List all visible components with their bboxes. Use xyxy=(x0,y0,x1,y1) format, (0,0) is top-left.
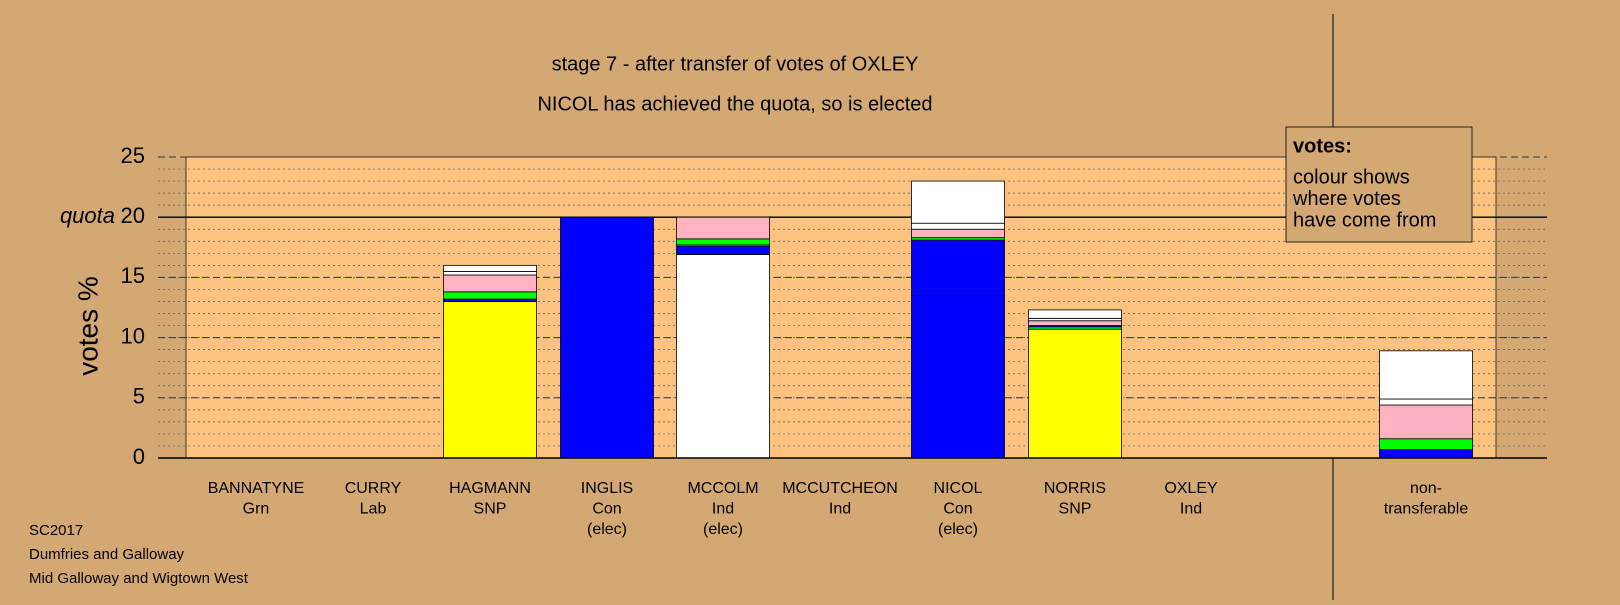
chart-subtitle: NICOL has achieved the quota, so is elec… xyxy=(537,93,932,115)
chart-title: stage 7 - after transfer of votes of OXL… xyxy=(552,53,919,75)
bar-segment xyxy=(911,239,1005,296)
bar-segment xyxy=(911,222,1005,230)
x-tick-label: Ind xyxy=(829,501,851,518)
bar-segment xyxy=(1379,404,1473,440)
x-tick-label: transferable xyxy=(1384,501,1469,518)
bar-segment xyxy=(676,245,770,255)
quota-label: quota xyxy=(60,203,115,228)
y-tick-label: 15 xyxy=(121,263,145,288)
x-tick-label: CURRY xyxy=(345,480,402,497)
x-tick-label: MCCOLM xyxy=(687,480,758,497)
x-tick-label: Ind xyxy=(712,501,734,518)
x-tick-label: MCCUTCHEON xyxy=(782,480,898,497)
legend-text: have come from xyxy=(1293,209,1436,231)
x-tick-label: Grn xyxy=(243,501,270,518)
y-tick-label: 10 xyxy=(121,323,145,348)
bar-segment xyxy=(443,270,537,276)
y-tick-label: 5 xyxy=(133,384,145,409)
x-tick-label: (elec) xyxy=(938,521,978,538)
bar-segment xyxy=(1028,320,1122,326)
y-tick-label: 25 xyxy=(121,143,145,168)
x-tick-label: (elec) xyxy=(703,521,743,538)
x-tick-label: OXLEY xyxy=(1164,480,1218,497)
x-tick-label: Con xyxy=(943,501,972,518)
bar-segment xyxy=(911,228,1005,239)
legend-text: colour shows xyxy=(1293,166,1410,188)
footer-text: Dumfries and Galloway xyxy=(29,546,185,563)
legend-box xyxy=(1285,126,1473,243)
x-tick-label: BANNATYNE xyxy=(208,480,305,497)
y-tick-label: 20 xyxy=(121,203,145,228)
x-tick-label: HAGMANN xyxy=(449,480,531,497)
bar-segment xyxy=(1379,398,1473,406)
bar-segment xyxy=(676,254,770,459)
bar-segment xyxy=(1379,449,1473,459)
bar-segment xyxy=(676,238,770,246)
legend-text: where votes xyxy=(1292,188,1401,210)
bar-segment xyxy=(1379,350,1473,400)
footer-text: Mid Galloway and Wigtown West xyxy=(29,570,249,587)
bar-segment xyxy=(560,216,654,459)
bar-segment xyxy=(443,291,537,300)
legend-title: votes: xyxy=(1293,135,1352,157)
bar-segment xyxy=(911,180,1005,224)
bar-segment xyxy=(1028,328,1122,459)
plot-area xyxy=(185,156,1497,459)
bar-segment xyxy=(676,216,770,240)
footer-text: SC2017 xyxy=(29,522,83,539)
y-axis-label: votes % xyxy=(72,276,103,376)
x-tick-label: SNP xyxy=(1059,501,1092,518)
x-tick-label: SNP xyxy=(474,501,507,518)
bar-segment xyxy=(911,295,1005,459)
x-tick-label: NORRIS xyxy=(1044,480,1106,497)
x-tick-label: (elec) xyxy=(587,521,627,538)
bar-segment xyxy=(443,301,537,459)
bar-segment xyxy=(1028,309,1122,319)
x-tick-label: INGLIS xyxy=(581,480,633,497)
bar-segment xyxy=(443,274,537,293)
x-tick-label: Ind xyxy=(1180,501,1202,518)
x-tick-label: non- xyxy=(1410,480,1442,497)
bar-segment xyxy=(443,264,537,272)
bar-segment xyxy=(1379,438,1473,450)
x-tick-label: Con xyxy=(592,501,621,518)
x-tick-label: Lab xyxy=(360,501,387,518)
x-tick-label: NICOL xyxy=(934,480,983,497)
y-tick-label: 0 xyxy=(133,444,145,469)
